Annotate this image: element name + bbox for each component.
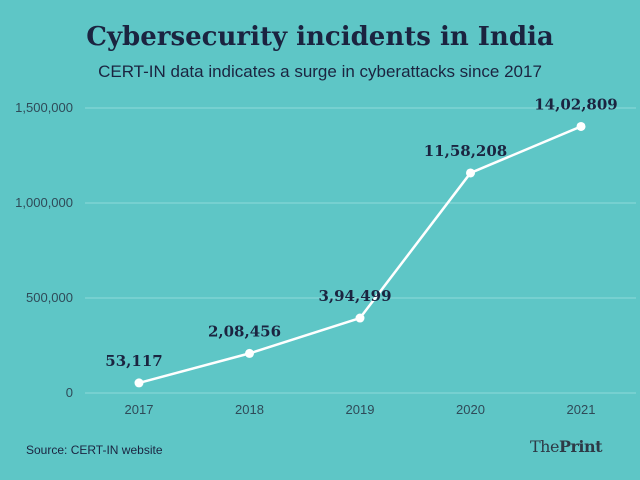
chart-subtitle: CERT-IN data indicates a surge in cybera… (98, 62, 542, 81)
data-point (466, 168, 475, 178)
data-point (134, 378, 144, 388)
data-label: 53,117 (105, 352, 162, 370)
data-point (355, 313, 365, 323)
y-tick-label: 1,500,000 (15, 100, 73, 115)
y-tick-label: 500,000 (26, 290, 73, 305)
theprint-logo: ThePrint (530, 437, 603, 456)
logo-prefix: The (530, 437, 559, 456)
data-label: 3,94,499 (318, 287, 391, 305)
y-tick-label: 0 (66, 385, 73, 400)
logo-bold: Print (558, 437, 603, 456)
data-point (576, 121, 586, 131)
x-tick-label: 2017 (125, 402, 154, 417)
data-label: 11,58,208 (424, 142, 508, 160)
data-label: 2,08,456 (208, 322, 281, 340)
source-note: Source: CERT-IN website (26, 443, 163, 457)
data-point (245, 348, 254, 358)
data-label: 14,02,809 (534, 95, 618, 113)
x-tick-label: 2019 (346, 402, 375, 417)
x-tick-label: 2020 (456, 402, 485, 417)
chart-title: Cybersecurity incidents in India (86, 22, 554, 52)
series-line (138, 125, 582, 385)
y-tick-label: 1,000,000 (15, 195, 73, 210)
x-tick-label: 2018 (235, 402, 264, 417)
x-tick-label: 2021 (567, 402, 596, 417)
